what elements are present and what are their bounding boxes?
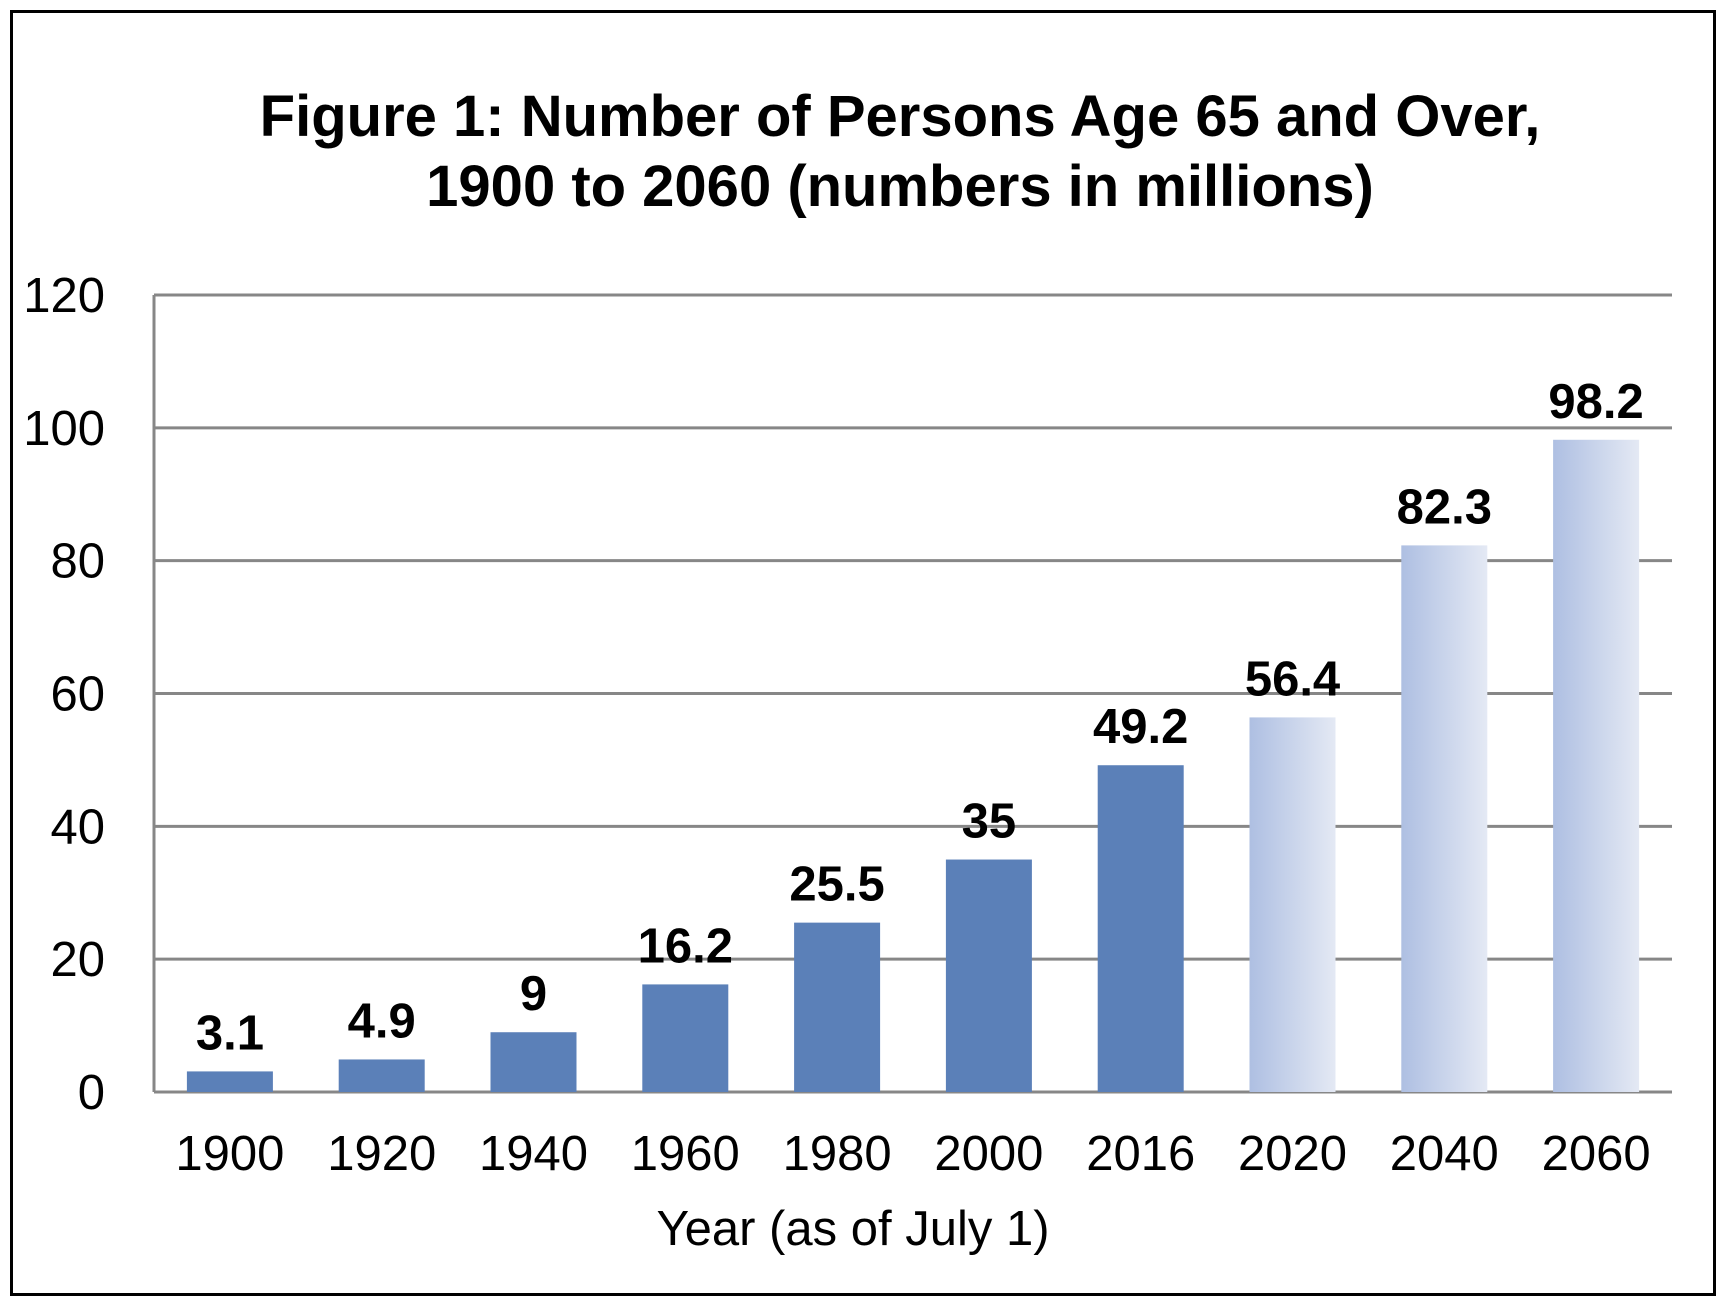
data-label-2060: 98.2 <box>1548 375 1643 429</box>
x-tick-label: 1900 <box>175 1127 284 1181</box>
y-axis-ticks: 0 20 40 60 80 100 120 <box>23 269 105 1120</box>
data-labels: 3.1 4.9 9 16.2 25.5 35 49.2 56.4 82.3 98.2 <box>196 375 1644 1061</box>
x-tick-label: 2016 <box>1086 1127 1195 1181</box>
data-label-1940: 9 <box>520 967 547 1021</box>
bar-1900 <box>186 1071 273 1092</box>
data-label-1900: 3.1 <box>196 1006 264 1060</box>
data-label-2016: 49.2 <box>1093 700 1188 754</box>
x-tick-label: 2020 <box>1238 1127 1347 1181</box>
chart-title-line-2: 1900 to 2060 (numbers in millions) <box>426 154 1374 219</box>
data-label-1980: 25.5 <box>789 858 884 912</box>
x-tick-label: 1940 <box>479 1127 588 1181</box>
y-tick-label: 80 <box>50 535 105 589</box>
chart-title-line-1: Figure 1: Number of Persons Age 65 and O… <box>259 84 1541 149</box>
x-axis-title: Year (as of July 1) <box>656 1202 1049 1256</box>
bar-1980 <box>794 922 881 1092</box>
x-tick-label: 2040 <box>1390 1127 1499 1181</box>
data-label-1920: 4.9 <box>348 994 416 1048</box>
bar-1920 <box>338 1059 425 1092</box>
x-tick-label: 1960 <box>631 1127 740 1181</box>
x-tick-label: 2000 <box>934 1127 1043 1181</box>
chart-title: Figure 1: Number of Persons Age 65 and O… <box>0 82 1732 222</box>
x-tick-label: 1980 <box>783 1127 892 1181</box>
y-tick-label: 20 <box>50 933 105 987</box>
data-label-2000: 35 <box>962 795 1017 849</box>
x-tick-label: 1920 <box>327 1127 436 1181</box>
data-label-2040: 82.3 <box>1397 480 1492 534</box>
bar-1960 <box>642 984 729 1092</box>
bar-2016 <box>1097 765 1184 1092</box>
bar-2000 <box>945 859 1032 1092</box>
bar-1940 <box>490 1032 577 1092</box>
y-tick-label: 0 <box>78 1066 105 1120</box>
bar-2040 <box>1401 545 1488 1092</box>
bar-2060 <box>1553 439 1640 1092</box>
data-label-2020: 56.4 <box>1245 652 1340 706</box>
y-tick-label: 120 <box>23 269 105 323</box>
y-tick-label: 100 <box>23 402 105 456</box>
x-tick-label: 2060 <box>1542 1127 1651 1181</box>
bar-2020 <box>1249 717 1336 1092</box>
y-tick-label: 60 <box>50 668 105 722</box>
y-tick-label: 40 <box>50 800 105 854</box>
data-label-1960: 16.2 <box>638 919 733 973</box>
x-axis-ticks: 1900 1920 1940 1960 1980 2000 2016 2020 2040 2060 <box>175 1127 1650 1181</box>
bars <box>186 439 1640 1092</box>
